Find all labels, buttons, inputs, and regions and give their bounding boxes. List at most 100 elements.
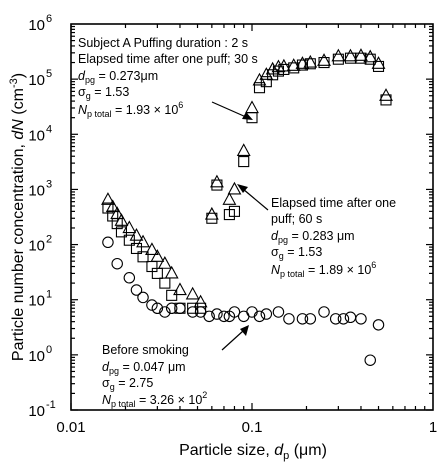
y-tick-label: 10 [28,238,45,255]
data-point-triangle [286,58,301,71]
x-tick-label: 0.01 [56,419,85,436]
x-axis-title: Particle size, dp (μm) [179,442,327,462]
data-point-circle [329,313,342,325]
data-point-triangle [136,234,150,248]
annotation-before-dpg: dpg = 0.047 μm [102,360,186,376]
x-axis-title-main: Particle size, [179,442,274,459]
data-point-circle [186,306,199,318]
anno-30-dpg-val: = 0.273μm [95,69,158,83]
y-axis-title-var: dN [10,119,27,140]
annotation-before-line1: Before smoking [102,343,189,357]
y-tick-label-base: 10 [28,348,45,365]
anno-60-sg-val: = 1.53 [284,245,323,259]
x-axis-title-unit: (μm) [289,442,327,459]
anno-30-sg-sub: g [86,91,91,101]
anno-before-sg-sub: g [110,382,115,392]
anno-30-np-var: N [78,103,88,117]
annotation-before-sg: σg = 2.75 [102,376,153,392]
data-point-square [372,60,385,72]
data-point-triangle [114,213,129,226]
data-point-square [111,218,123,230]
data-point-circle [218,310,230,323]
anno-60-dpg-sub: pg [278,235,288,245]
y-tick-label: 10 [28,182,45,199]
y-tick-label-base: 10 [28,293,45,310]
data-point-triangle [303,54,318,68]
data-point-triangle [265,61,280,75]
data-point-triangle [227,181,242,195]
data-point-square [260,76,272,88]
y-tick-label-exponent: 5 [46,68,52,80]
data-point-circle [253,310,266,323]
annotation-puff-60s-line1: Elapsed time after one [271,196,396,210]
axis-ticks [70,24,433,411]
data-point-square [228,205,241,217]
data-point-square [166,289,178,301]
data-point-square [115,226,128,238]
data-point-circle [137,291,149,304]
data-point-circle [304,313,317,325]
data-point-triangle [173,282,187,296]
annotation-puff-30s-np: Np total = 1.93 × 106 [78,100,183,119]
y-tick-label-exponent: 4 [46,123,52,135]
data-point-circle [228,306,241,318]
y-tick-label: 10 [28,403,45,420]
annotation-puff-30s-line1: Elapsed time after one puff; 30 s [78,52,258,66]
data-point-square [296,59,309,71]
data-point-circle [283,313,295,325]
x-axis-title-var: d [274,442,284,459]
anno-60-np-var: N [271,263,281,277]
data-point-circle [355,313,367,325]
annotation-puff-60s-sg: σg = 1.53 [271,245,322,261]
anno-before-dpg-val: = 0.047 μm [119,360,186,374]
y-axis-title-unit-post: ) [10,73,27,78]
arrowhead-puff-30s [242,112,253,120]
arrowhead-before [240,325,249,336]
data-point-circle [159,306,171,318]
y-tick-label-base: 10 [28,238,45,255]
data-point-circle [344,311,357,324]
y-tick-label: 10 [28,293,45,310]
data-point-circle [130,284,143,296]
y-tick-label-base: 10 [28,17,45,34]
anno-before-np-var: N [102,393,112,407]
y-tick-label: 10 [28,72,45,89]
data-point-square [344,52,357,64]
data-point-triangle [101,192,115,205]
data-point-square [288,62,300,74]
data-point-square [206,212,218,224]
data-point-triangle [343,48,358,62]
y-axis-title-unit-sup: -3 [8,78,20,88]
annotation-before-smoking: Before smoking dpg = 0.047 μm σg = 2.75 … [102,325,249,409]
data-markers [101,48,393,366]
data-point-circle [174,302,186,315]
anno-30-dpg-sub: pg [85,75,95,85]
y-tick-label-base: 10 [28,403,45,420]
x-tick-label: 0.1 [242,419,263,436]
anno-before-np-val: = 3.26 × 10 [136,393,203,407]
data-point-triangle [354,48,368,61]
annotation-puff-60s-dpg: dpg = 0.283 μm [271,229,355,245]
annotation-puff-60s-line2: puff; 60 s [271,212,322,226]
data-point-circle [372,319,385,331]
data-point-square [123,234,135,246]
data-point-square [238,156,250,168]
anno-30-dpg-var: d [78,69,86,83]
data-point-triangle [331,48,346,62]
data-point-circle [123,272,136,284]
arrow-puff-30s [211,101,247,118]
y-tick-label-exponent: 1 [46,289,52,301]
anno-60-np-val: = 1.89 × 10 [305,263,372,277]
data-point-triangle [150,249,165,262]
anno-60-np-sup: 6 [371,260,376,270]
y-tick-label-exponent: 0 [46,344,52,356]
data-point-triangle [185,286,200,300]
anno-before-dpg-var: d [102,360,110,374]
data-point-square [318,56,330,69]
data-point-square [355,52,367,64]
y-axis-title-unit-pre: (cm [10,88,27,119]
anno-60-sg-var: σ [271,245,279,259]
anno-before-np-sup: 2 [202,390,207,400]
y-tick-label: 10 [28,348,45,365]
